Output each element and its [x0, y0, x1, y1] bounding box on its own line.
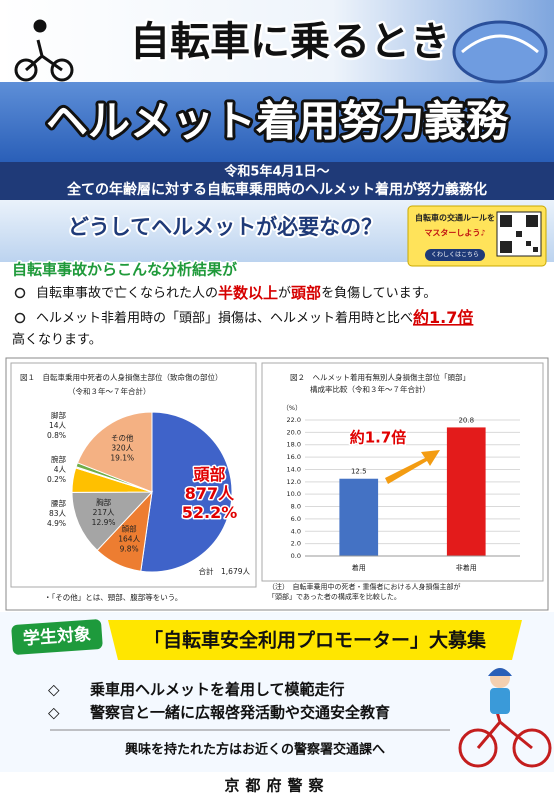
pie-slice	[140, 411, 233, 573]
pie-slice	[71, 491, 154, 552]
y-tick-label: 22.0	[287, 416, 301, 424]
chart-note: （注） 自転車乗用中の死者・重傷者における人身損傷主部が	[268, 582, 461, 591]
slice-label: 0.8%	[47, 431, 66, 440]
slice-label: 9.8%	[120, 545, 139, 554]
footer-bg	[0, 772, 554, 800]
banner-text: 「自転車安全利用プロモーター」大募集	[144, 629, 487, 652]
bullet-text: ヘルメット非着用時の「頭部」損傷は、ヘルメット着用時と比べ約1.7倍	[36, 308, 473, 327]
recruit-item: 警察官と一緒に広報啓発活動や交通安全教育	[89, 704, 390, 722]
analysis-heading: 自転車事故からこんな分析結果が	[12, 261, 238, 279]
helmet-icon	[452, 20, 548, 84]
chart-title: 図２ ヘルメット着用有無別人身損傷主部位「頭部」	[290, 372, 470, 382]
qr-button-label[interactable]: くわしくはこちら	[431, 252, 479, 259]
emphasis: 頭部	[291, 284, 321, 302]
text: 自転車事故で亡くなられた人の	[36, 286, 218, 301]
y-tick-label: 18.0	[287, 441, 301, 449]
text: が	[278, 286, 291, 301]
bar	[339, 478, 379, 556]
chart-note: 「頭部」であった者の構成率を比較した。	[268, 592, 401, 601]
slice-label: その他	[111, 432, 134, 442]
diamond: ◇	[48, 704, 60, 722]
chart-note: ・「その他」とは、頸部、腹部等をいう。	[44, 592, 182, 602]
text: を負傷しています。	[321, 286, 436, 301]
banner	[108, 620, 522, 660]
y-tick-label: 4.0	[291, 527, 301, 535]
rider-illustration	[458, 668, 552, 768]
slice-label: 52.2%	[182, 503, 238, 522]
annotation-arrow	[385, 450, 440, 484]
slice-label: 320人	[111, 443, 133, 452]
chart-title: 図１ 自転車乗用中死者の人身損傷主部位（致命傷の部位）	[20, 372, 223, 382]
slice-label: 19.1%	[110, 453, 134, 462]
question: どうしてヘルメットが必要なの？	[68, 215, 382, 239]
bullet	[14, 312, 26, 324]
slice-label: 877人	[185, 484, 235, 503]
diamond: ◇	[48, 681, 60, 699]
slice-label: 脚部	[51, 410, 66, 420]
date: 令和5年4月1日～	[224, 164, 329, 180]
qr-pattern	[500, 215, 538, 253]
y-tick-label: 16.0	[287, 453, 301, 461]
bullet	[14, 287, 26, 299]
slice-label: 12.9%	[92, 518, 116, 527]
slice-label: 腰部	[51, 498, 66, 508]
annotation: 約1.7倍	[350, 429, 407, 447]
title-band	[0, 82, 554, 162]
emphasis: 約1.7倍	[413, 308, 473, 327]
bullet-text: 自転車事故で亡くなられた人の半数以上が頭部を負傷しています。	[36, 284, 436, 302]
slice-label: 4人	[54, 465, 67, 474]
qr-button[interactable]	[425, 249, 485, 261]
footer: 京都府警察	[224, 777, 329, 795]
y-axis-label: （%）	[282, 404, 301, 412]
y-tick-label: 20.0	[287, 428, 301, 436]
subtitle: 全ての年齢層に対する自転車乗用時のヘルメット着用が努力義務化	[66, 181, 487, 198]
slice-label: 164人	[118, 535, 140, 544]
y-tick-label: 2.0	[291, 540, 301, 548]
title-line2: ヘルメット着用努力義務	[46, 97, 509, 146]
date-band	[0, 162, 554, 200]
pie-slice	[76, 411, 153, 493]
text: ヘルメット非着用時の「頭部」損傷は、ヘルメット着用時と比べ	[36, 310, 413, 326]
bar-value-label: 12.5	[351, 468, 367, 476]
y-tick-label: 12.0	[287, 478, 301, 486]
emphasis: 半数以上	[218, 284, 278, 302]
bar-value-label: 20.8	[458, 416, 474, 424]
slice-label: 217人	[93, 508, 115, 517]
chart-subtitle: 構成率比較（令和３年～７年合計）	[310, 384, 430, 394]
slice-label: 頭部	[193, 465, 225, 484]
badge	[11, 619, 103, 655]
y-tick-label: 0.0	[291, 552, 301, 560]
y-tick-label: 8.0	[291, 503, 301, 511]
qr-line1: 自転車の交通ルールを	[415, 213, 495, 223]
qr-line2: マスターしよう♪	[424, 228, 485, 238]
slice-label: 胸部	[96, 497, 111, 507]
y-tick-label: 6.0	[291, 515, 301, 523]
chart-subtitle: （令和３年～７年合計）	[68, 386, 151, 396]
cyclist-icon	[14, 19, 74, 82]
total-label: 合計 1,679人	[199, 566, 251, 576]
x-tick-label: 着用	[352, 563, 366, 572]
slice-label: 0.2%	[47, 475, 66, 484]
recruit-item: 乗車用ヘルメットを着用して模範走行	[90, 681, 345, 699]
y-tick-label: 10.0	[287, 490, 301, 498]
bullet-text: 高くなります。	[12, 332, 102, 348]
title-line1: 自転車に乗るとき	[130, 19, 450, 65]
contact: 興味を持たれた方はお近くの警察署交通課へ	[125, 742, 385, 758]
badge-text: 学生対象	[22, 624, 91, 650]
slice-label: 4.9%	[47, 519, 66, 528]
y-tick-label: 14.0	[287, 465, 301, 473]
slice-label: 顔部	[122, 524, 137, 534]
bar	[446, 427, 486, 556]
slice-label: 14人	[49, 421, 67, 430]
slice-label: 83人	[49, 509, 67, 518]
charts: 図１ 自転車乗用中死者の人身損傷主部位（致命傷の部位） （令和３年～７年合計） 頭部…	[20, 372, 520, 602]
x-tick-label: 非着用	[456, 563, 477, 572]
slice-label: 腕部	[51, 454, 66, 464]
